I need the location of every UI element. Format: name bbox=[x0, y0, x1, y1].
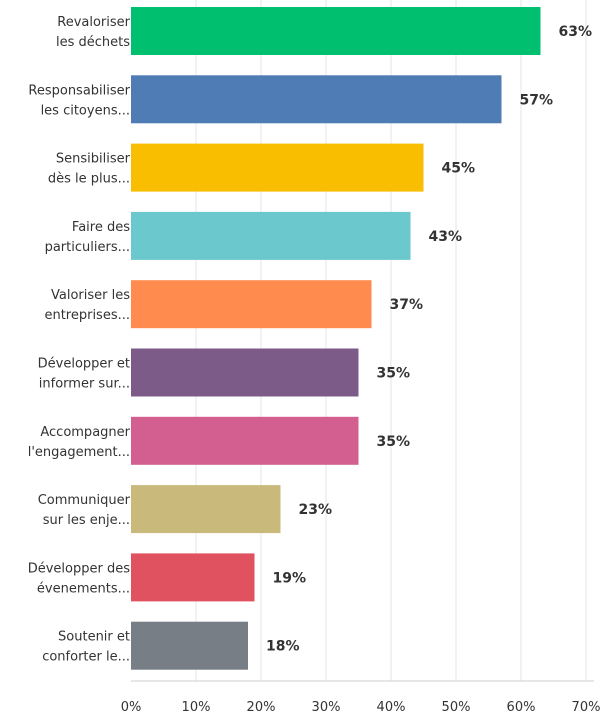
category-label: Valoriser les bbox=[51, 288, 130, 303]
bar bbox=[131, 280, 372, 329]
category-label: l'engagement... bbox=[28, 445, 130, 460]
bar bbox=[131, 75, 502, 124]
value-label: 37% bbox=[390, 297, 424, 313]
bars bbox=[131, 7, 541, 670]
value-labels: 63% 57% 45% 43% 37% 35% 35% 23% 19% 18% bbox=[266, 24, 592, 655]
category-label: dès le plus... bbox=[48, 172, 130, 187]
category-label: Accompagner bbox=[40, 425, 130, 440]
bar bbox=[131, 7, 541, 55]
bar bbox=[131, 348, 359, 397]
category-label: évenements... bbox=[37, 581, 130, 596]
value-label: 18% bbox=[266, 639, 300, 655]
category-label: Développer et bbox=[38, 357, 130, 372]
bar bbox=[131, 485, 281, 534]
x-tick-label: 20% bbox=[247, 700, 276, 715]
category-label: Soutenir et bbox=[58, 630, 130, 645]
bar bbox=[131, 621, 248, 670]
x-tick-label: 0% bbox=[121, 700, 142, 715]
category-label: informer sur... bbox=[39, 377, 130, 392]
x-tick-label: 40% bbox=[377, 700, 406, 715]
value-label: 35% bbox=[377, 434, 411, 450]
bar bbox=[131, 211, 411, 260]
bar bbox=[131, 553, 255, 602]
bar bbox=[131, 143, 424, 192]
x-tick-label: 50% bbox=[442, 700, 471, 715]
category-label: les citoyens... bbox=[41, 103, 130, 118]
value-label: 19% bbox=[273, 570, 307, 586]
category-label: Faire des bbox=[72, 220, 130, 235]
x-tick-labels: 0% 10% 20% 30% 40% 50% 60% 70% bbox=[121, 700, 601, 715]
category-label: entreprises... bbox=[44, 308, 130, 323]
category-label: conforter le... bbox=[42, 650, 130, 665]
bar bbox=[131, 416, 359, 465]
category-label: Responsabiliser bbox=[28, 83, 130, 98]
category-label: sur les enje... bbox=[43, 513, 130, 528]
category-label: les déchets bbox=[56, 35, 130, 50]
category-label: Développer des bbox=[28, 561, 130, 576]
x-tick-label: 60% bbox=[507, 700, 536, 715]
value-label: 43% bbox=[429, 229, 463, 245]
value-label: 35% bbox=[377, 366, 411, 382]
category-label: Revaloriser bbox=[57, 15, 130, 30]
value-label: 57% bbox=[520, 92, 554, 108]
category-label: Communiquer bbox=[38, 493, 131, 508]
category-label: Sensibiliser bbox=[56, 152, 131, 167]
x-tick-label: 70% bbox=[572, 700, 601, 715]
category-labels: Revaloriser les déchets Responsabiliser les… bbox=[28, 15, 131, 665]
category-label: particuliers... bbox=[45, 240, 130, 255]
value-label: 63% bbox=[559, 24, 593, 40]
x-tick-label: 30% bbox=[312, 700, 341, 715]
value-label: 23% bbox=[299, 502, 333, 518]
value-label: 45% bbox=[442, 161, 476, 177]
x-tick-label: 10% bbox=[182, 700, 211, 715]
